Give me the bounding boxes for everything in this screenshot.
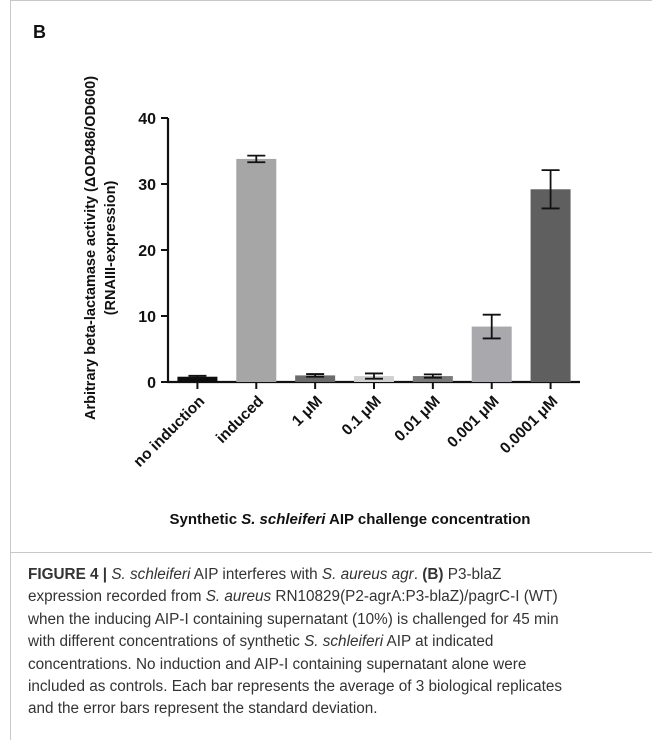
bar (530, 189, 571, 382)
caption-line1-runs: S. schleiferi AIP interferes with S. aur… (107, 566, 501, 583)
y-axis-label-line2: (RNAIII-expression) (103, 181, 119, 316)
caption-text-run: P3-blaZ (443, 566, 502, 583)
caption-line-3: when the inducing AIP-I containing super… (28, 609, 640, 631)
panel-letter: B (33, 22, 46, 42)
axes (166, 118, 580, 384)
caption-text-run: S. aureus (205, 588, 272, 606)
caption-line-1: FIGURE 4 | S. schleiferi AIP interferes … (28, 564, 640, 586)
y-tick-label: 30 (138, 177, 156, 194)
caption-text-run: . (413, 566, 423, 583)
figure-caption: FIGURE 4 | S. schleiferi AIP interferes … (28, 564, 640, 721)
caption-text-run: AIP interferes with (190, 566, 322, 583)
x-tick-label: 0.001 μM (444, 393, 502, 451)
caption-divider (10, 552, 652, 553)
bar (236, 158, 277, 382)
bar (295, 375, 336, 382)
x-tick-labels: no induction induced 1 μM 0.1 μM 0.01 μM 0.00… (130, 382, 561, 471)
caption-text-run: S. schleiferi (111, 566, 191, 583)
x-tick-label: 0.0001 μM (497, 393, 561, 457)
x-tick-label: 1 μM (289, 393, 326, 430)
caption-text-run: expression recorded from (28, 588, 206, 606)
y-ticks: 0 10 20 30 40 (138, 111, 168, 392)
caption-text-run: RN10829(P2-agrA:P3-blaZ)/pagrC-I (WT) (271, 588, 558, 606)
caption-text-run: with different concentrations of synthet… (28, 633, 305, 651)
caption-text-run: when the inducing AIP-I containing super… (28, 610, 559, 628)
x-axis-label-part3: AIP challenge concentration (325, 511, 530, 528)
x-axis-label: Synthetic S. schleiferi AIP challenge co… (170, 511, 531, 528)
x-tick-label: induced (213, 393, 267, 447)
caption-line-4: with different concentrations of synthet… (28, 631, 640, 653)
frame-top-border (10, 0, 652, 1)
caption-text-run: (B) (422, 566, 444, 583)
x-axis-label-part1: Synthetic (170, 511, 242, 528)
bar (177, 376, 218, 382)
y-axis-label-line1: Arbitrary beta-lactamase activity (ΔOD48… (83, 76, 99, 420)
caption-text-run: S. schleiferi (304, 633, 384, 651)
x-tick-label: 0.01 μM (391, 393, 443, 445)
bar-chart: B Arbitrary beta-lactamase activity (ΔOD… (33, 22, 580, 528)
y-axis-label: Arbitrary beta-lactamase activity (ΔOD48… (83, 76, 119, 420)
caption-line-7: and the error bars represent the standar… (28, 698, 640, 720)
figure-label: FIGURE 4 | (28, 566, 108, 583)
caption-text-run: and the error bars represent the standar… (28, 700, 378, 718)
caption-text-run: concentrations. No induction and AIP-I c… (28, 655, 527, 673)
x-tick-label: 0.1 μM (339, 393, 385, 439)
y-tick-label: 10 (138, 309, 156, 326)
caption-text-run: included as controls. Each bar represent… (28, 678, 563, 696)
error-bars (188, 154, 560, 380)
x-tick-label: no induction (130, 393, 208, 471)
y-tick-label: 40 (138, 111, 156, 128)
caption-line-2: expression recorded from S. aureus RN108… (28, 586, 640, 608)
bar (412, 376, 453, 382)
frame-left-border (10, 0, 11, 740)
caption-line-5: concentrations. No induction and AIP-I c… (28, 654, 640, 676)
caption-text-run: S. aureus agr (321, 566, 414, 583)
caption-text-run: AIP at indicated (383, 633, 494, 651)
bars (177, 158, 571, 382)
y-tick-label: 20 (138, 243, 156, 260)
caption-line-6: included as controls. Each bar represent… (28, 676, 640, 698)
y-tick-label: 0 (147, 375, 156, 392)
x-axis-label-part2: S. schleiferi (241, 511, 326, 528)
